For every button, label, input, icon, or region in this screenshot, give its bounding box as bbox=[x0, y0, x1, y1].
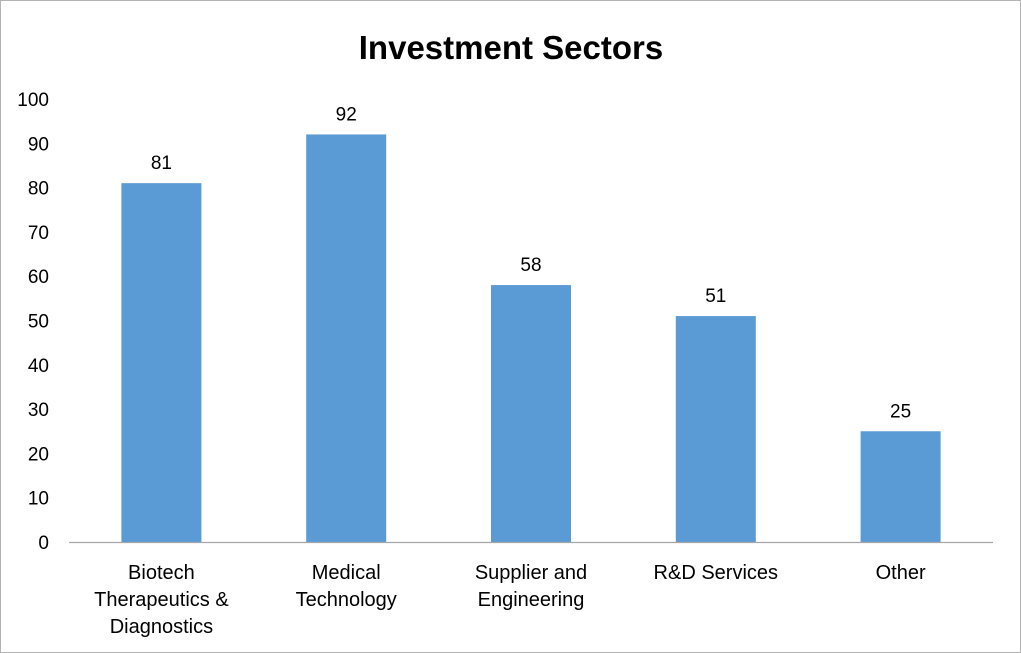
x-tick-label: Therapeutics & bbox=[94, 589, 229, 611]
y-tick-label: 20 bbox=[28, 444, 49, 465]
y-tick-label: 0 bbox=[38, 533, 49, 554]
y-tick-label: 90 bbox=[28, 134, 49, 155]
y-tick-label: 70 bbox=[28, 223, 49, 244]
data-label: 81 bbox=[151, 153, 172, 174]
bar bbox=[121, 183, 202, 543]
y-tick-label: 80 bbox=[28, 179, 49, 200]
x-tick-label: Technology bbox=[296, 589, 397, 611]
y-axis: 0 10 20 30 40 50 60 70 80 90 100 bbox=[17, 90, 49, 554]
data-label: 92 bbox=[336, 104, 357, 125]
bar bbox=[491, 285, 571, 542]
x-tick-label: Other bbox=[876, 562, 926, 584]
y-tick-label: 40 bbox=[28, 356, 49, 377]
y-tick-label: 10 bbox=[28, 489, 49, 510]
data-label: 25 bbox=[890, 401, 911, 422]
bar bbox=[860, 431, 941, 542]
y-tick-label: 50 bbox=[28, 312, 49, 333]
y-tick-label: 30 bbox=[28, 400, 49, 421]
y-tick-label: 100 bbox=[17, 90, 49, 111]
bar bbox=[306, 134, 387, 542]
chart-title: Investment Sectors bbox=[359, 29, 663, 66]
x-tick-label: R&D Services bbox=[654, 562, 778, 584]
x-tick-label: Biotech bbox=[128, 562, 195, 584]
x-tick-label: Supplier and bbox=[475, 562, 587, 584]
x-tick-label: Medical bbox=[312, 562, 381, 584]
x-tick-label: Engineering bbox=[478, 589, 585, 611]
bars: 81 92 58 51 25 bbox=[121, 104, 941, 543]
data-label: 58 bbox=[520, 255, 541, 276]
bar bbox=[675, 316, 756, 542]
y-tick-label: 60 bbox=[28, 267, 49, 288]
x-axis: Biotech Therapeutics & Diagnostics Medical T… bbox=[69, 541, 993, 638]
data-label: 51 bbox=[705, 286, 726, 307]
x-tick-label: Diagnostics bbox=[110, 616, 213, 638]
